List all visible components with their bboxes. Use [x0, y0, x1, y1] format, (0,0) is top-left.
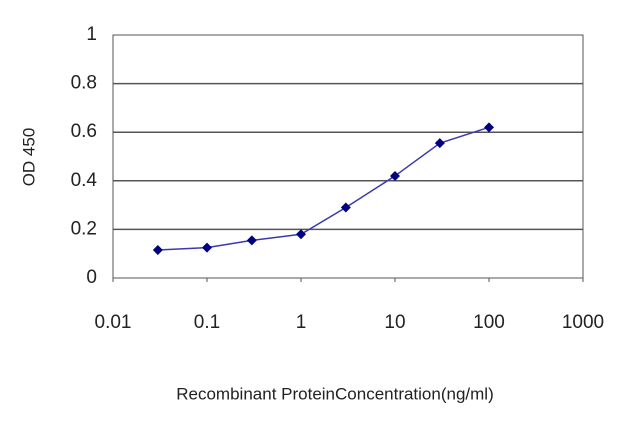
plot-area: [112, 34, 584, 279]
data-point: [246, 235, 257, 246]
y-tick-label: 0.6: [71, 121, 97, 142]
y-tick-label: 0: [86, 267, 97, 288]
x-tick-label: 1: [296, 312, 307, 333]
x-axis-label: Recombinant ProteinConcentration(ng/ml): [176, 384, 494, 403]
data-point: [296, 229, 306, 240]
y-axis-label: OD 450: [19, 128, 38, 187]
data-point: [434, 138, 445, 149]
x-tick-label: 10: [384, 312, 405, 333]
data-point: [484, 122, 494, 133]
y-tick-label: 0.2: [71, 218, 97, 239]
data-point: [152, 245, 163, 256]
y-tick-label: 1: [86, 24, 97, 45]
x-tick-label: 0.01: [95, 312, 132, 333]
y-tick-label: 0.4: [71, 170, 98, 191]
data-point: [390, 170, 400, 181]
y-tick-label: 0.8: [71, 73, 97, 94]
data-point: [340, 202, 351, 213]
data-point: [202, 242, 212, 253]
x-tick-label: 100: [473, 312, 505, 333]
x-tick-label: 0.1: [194, 312, 220, 333]
x-tick-label: 1000: [562, 312, 604, 333]
data-line: [157, 126, 490, 251]
